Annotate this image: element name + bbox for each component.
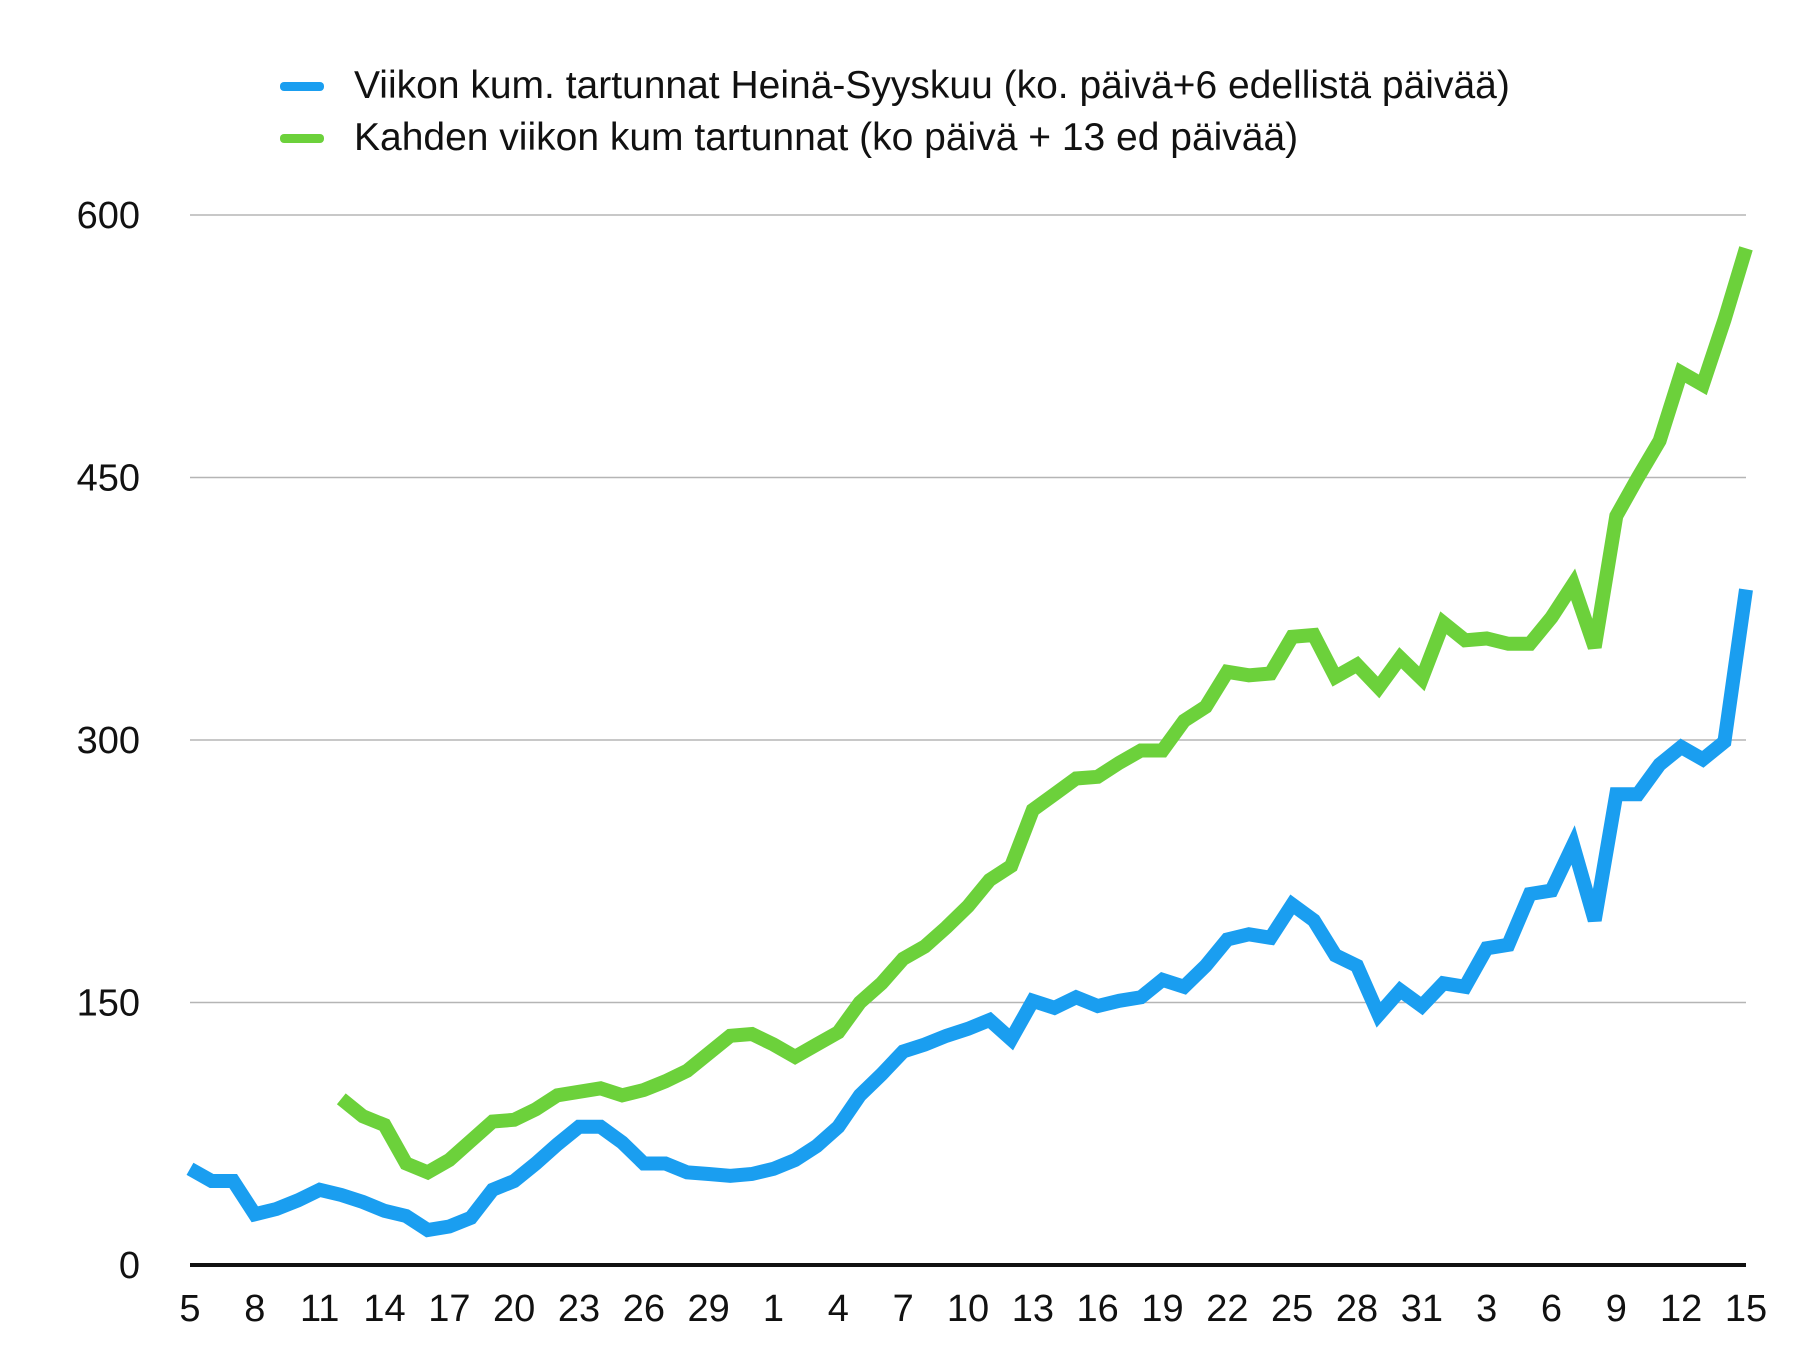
x-tick-label: 23 — [558, 1288, 600, 1330]
y-tick-label: 450 — [77, 458, 140, 500]
x-tick-label: 29 — [688, 1288, 730, 1330]
x-tick-label: 13 — [1012, 1288, 1054, 1330]
x-tick-label: 16 — [1077, 1288, 1119, 1330]
x-tick-labels: 5 8 11 14 17 20 23 26 29 1 4 7 10 13 16 19 22 25 28 31 3 6 9 12… — [179, 1288, 1767, 1330]
x-tick-label: 8 — [244, 1288, 265, 1330]
x-tick-label: 26 — [623, 1288, 665, 1330]
chart-legend: Viikon kum. tartunnat Heinä-Syyskuu (ko.… — [280, 60, 1510, 164]
legend-swatch-two-week — [280, 133, 324, 143]
x-tick-label: 19 — [1141, 1288, 1183, 1330]
series-line-two-week — [336, 246, 1753, 1181]
x-tick-label: 6 — [1541, 1288, 1562, 1330]
x-tick-label: 4 — [828, 1288, 849, 1330]
x-tick-label: 10 — [947, 1288, 989, 1330]
x-tick-label: 17 — [428, 1288, 470, 1330]
y-tick-label: 300 — [77, 720, 140, 762]
x-tick-label: 14 — [363, 1288, 405, 1330]
x-tick-label: 12 — [1660, 1288, 1702, 1330]
y-tick-label: 600 — [77, 195, 140, 237]
x-tick-label: 22 — [1206, 1288, 1248, 1330]
gridlines — [190, 214, 1746, 1004]
series-lines — [186, 246, 1753, 1238]
y-tick-label: 0 — [119, 1245, 140, 1287]
x-tick-label: 9 — [1606, 1288, 1627, 1330]
legend-swatch-weekly — [280, 81, 324, 91]
legend-label-weekly: Viikon kum. tartunnat Heinä-Syyskuu (ko.… — [354, 64, 1510, 107]
legend-label-two-week: Kahden viikon kum tartunnat (ko päivä + … — [354, 116, 1299, 159]
x-tick-label: 15 — [1725, 1288, 1767, 1330]
x-tick-label: 5 — [179, 1288, 200, 1330]
x-tick-label: 7 — [893, 1288, 914, 1330]
x-tick-label: 1 — [763, 1288, 784, 1330]
x-tick-label: 20 — [493, 1288, 535, 1330]
series-line-weekly — [186, 588, 1753, 1238]
legend-item-two-week: Kahden viikon kum tartunnat (ko päivä + … — [280, 112, 1510, 164]
y-tick-label: 150 — [77, 983, 140, 1025]
y-tick-labels: 0 150 300 450 600 — [77, 195, 140, 1287]
x-tick-label: 3 — [1476, 1288, 1497, 1330]
x-tick-label: 28 — [1336, 1288, 1378, 1330]
x-tick-label: 31 — [1401, 1288, 1443, 1330]
x-tick-label: 11 — [300, 1288, 339, 1330]
legend-item-weekly: Viikon kum. tartunnat Heinä-Syyskuu (ko.… — [280, 60, 1510, 112]
x-tick-label: 25 — [1271, 1288, 1313, 1330]
